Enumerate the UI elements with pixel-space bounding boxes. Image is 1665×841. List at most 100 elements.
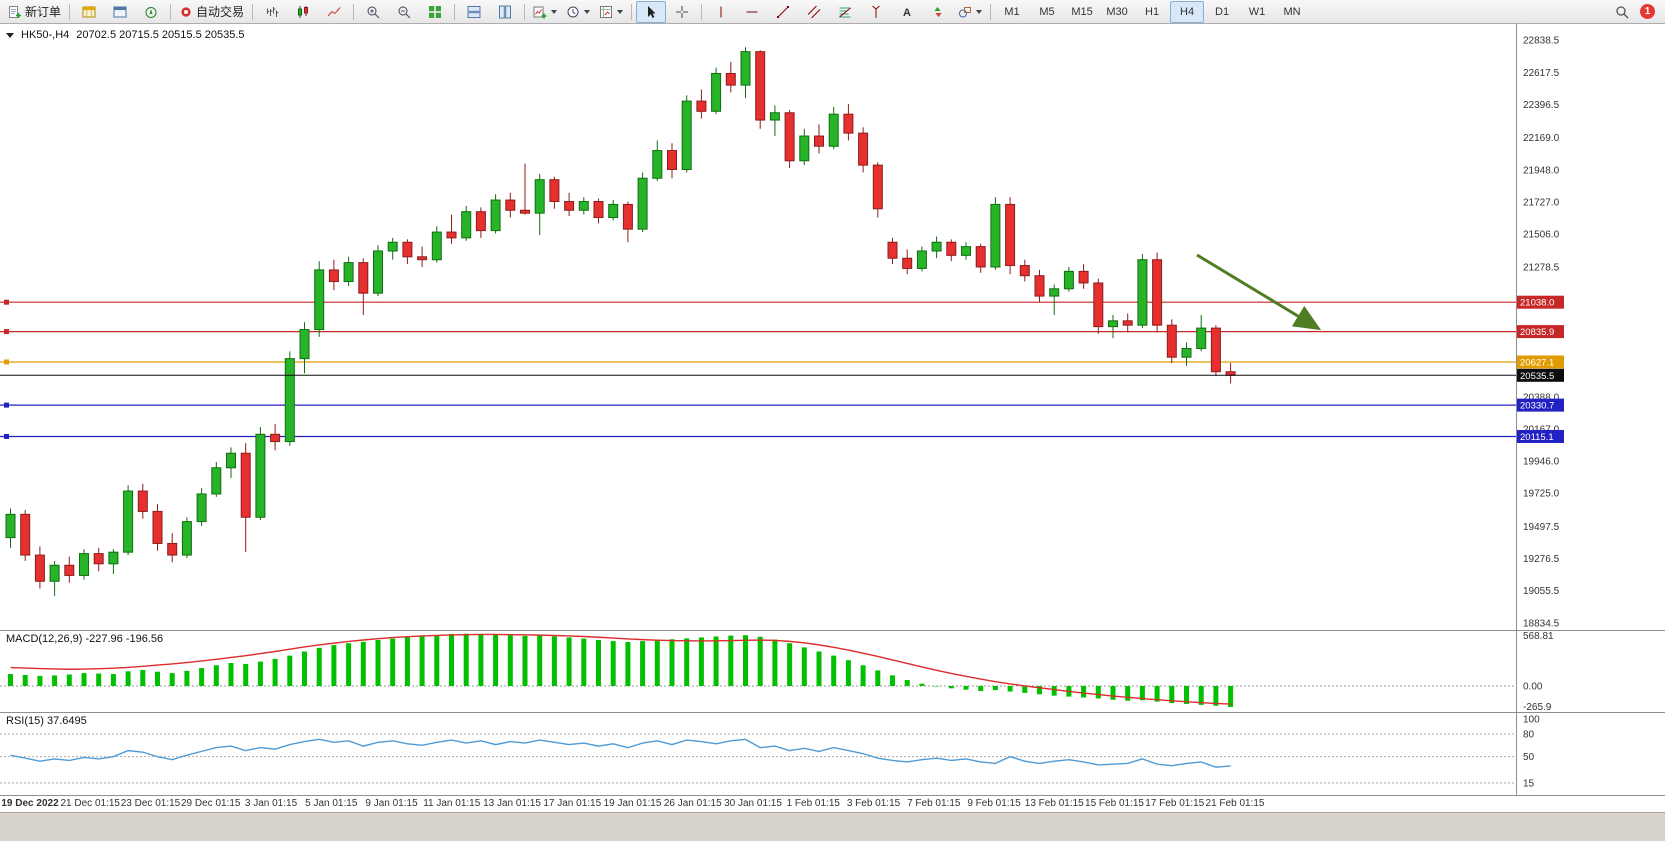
templates-button[interactable] xyxy=(595,1,627,23)
macd-main-value: -227.96 xyxy=(85,633,123,645)
macd-panel[interactable]: 568.81 0.00 -265.9 MACD(12,26,9) -227.96 -… xyxy=(0,630,1665,713)
line-chart-button[interactable] xyxy=(319,1,349,23)
candle xyxy=(20,509,31,561)
tile-horizontal-button[interactable] xyxy=(459,1,489,23)
candle xyxy=(475,207,486,238)
candle xyxy=(652,140,663,182)
time-axis-label: 13 Jan 01:15 xyxy=(483,798,541,809)
line-handle[interactable] xyxy=(4,329,9,335)
candle xyxy=(431,226,442,263)
candle xyxy=(799,128,810,166)
channel-button[interactable] xyxy=(799,1,829,23)
time-axis-label: 29 Dec 01:15 xyxy=(181,798,241,809)
line-handle[interactable] xyxy=(4,402,9,408)
timeframe-w1[interactable]: W1 xyxy=(1248,5,1266,18)
timeframe-m15[interactable]: M15 xyxy=(1071,5,1093,18)
macd-histogram-bar xyxy=(1213,686,1219,706)
pitchfork-button[interactable] xyxy=(861,1,891,23)
timeframe-h4[interactable]: H4 xyxy=(1170,0,1205,23)
rsi-panel[interactable]: 100 80 50 15 RSI(15) 37.6495 xyxy=(0,712,1665,796)
text-button[interactable]: A xyxy=(892,1,922,23)
timeframe-h1[interactable]: H1 xyxy=(1145,5,1160,18)
time-axis-label: 5 Jan 01:15 xyxy=(305,798,358,809)
timeframe-m1[interactable]: M1 xyxy=(1004,5,1020,18)
macd-histogram-bar xyxy=(713,636,719,686)
tile-windows-button[interactable] xyxy=(420,1,450,23)
price-badge-label: 20115.1 xyxy=(1520,432,1554,443)
candle xyxy=(1093,278,1104,334)
new-order-icon xyxy=(8,5,22,19)
candle xyxy=(975,243,986,273)
price-tick-label: 22396.5 xyxy=(1523,100,1560,111)
macd-histogram-bar xyxy=(1139,686,1145,701)
candle xyxy=(1063,266,1074,292)
candle xyxy=(167,533,178,563)
rsi-line xyxy=(10,738,1231,768)
line-handle[interactable] xyxy=(4,299,9,305)
shapes-button[interactable] xyxy=(954,1,986,23)
candle xyxy=(1152,252,1163,333)
macd-label: MACD(12,26,9) -227.96 -196.56 xyxy=(6,633,163,645)
candle xyxy=(181,517,192,558)
notification-badge[interactable]: 1 xyxy=(1640,4,1655,19)
macd-histogram-bar xyxy=(816,651,822,686)
candle xyxy=(931,236,942,259)
candle xyxy=(681,95,692,173)
crosshair-button[interactable] xyxy=(667,1,697,23)
macd-histogram-bar xyxy=(845,660,851,686)
search-button[interactable] xyxy=(1607,1,1637,23)
tile-vertical-button[interactable] xyxy=(490,1,520,23)
macd-histogram-bar xyxy=(1198,686,1204,705)
line-handle[interactable] xyxy=(4,433,9,439)
trendline-button[interactable] xyxy=(768,1,798,23)
arrows-button[interactable] xyxy=(923,1,953,23)
vertical-line-button[interactable] xyxy=(706,1,736,23)
macd-histogram-bar xyxy=(22,674,28,686)
toolbar-separator xyxy=(524,3,526,20)
macd-histogram-bar xyxy=(8,674,13,686)
zoom-in-button[interactable] xyxy=(358,1,388,23)
candle xyxy=(34,546,45,589)
market-watch-button[interactable] xyxy=(74,1,104,23)
main-chart-panel[interactable]: 22838.5 22617.5 22396.5 22169.0 21948.0 21727… xyxy=(0,24,1665,630)
channel-icon xyxy=(807,5,821,19)
line-handle[interactable] xyxy=(4,359,9,365)
search-icon xyxy=(1615,5,1629,19)
timeframe-m30[interactable]: M30 xyxy=(1106,5,1128,18)
candlestick-button[interactable] xyxy=(288,1,318,23)
arrows-icon xyxy=(931,5,945,19)
new-chart-button[interactable] xyxy=(529,1,561,23)
periods-button[interactable] xyxy=(562,1,594,23)
fibonacci-button[interactable] xyxy=(830,1,860,23)
symbol-dropdown-icon[interactable] xyxy=(6,32,14,38)
toolbar-separator xyxy=(353,3,355,20)
navigator-button[interactable] xyxy=(136,1,166,23)
timeframe-m5[interactable]: M5 xyxy=(1039,5,1055,18)
zoom-out-icon xyxy=(397,5,411,19)
line-icon xyxy=(327,5,341,19)
cursor-button[interactable] xyxy=(636,0,667,23)
macd-histogram-bar xyxy=(404,637,410,686)
macd-histogram-bar xyxy=(419,635,425,686)
time-axis-label: 19 Jan 01:15 xyxy=(603,798,662,809)
rsi-tick-label: 15 xyxy=(1523,778,1535,789)
chevron-down-icon xyxy=(976,9,983,14)
new-order-button[interactable]: 新订单 xyxy=(4,1,65,23)
zoom-out-button[interactable] xyxy=(389,1,419,23)
trendline-icon xyxy=(776,5,790,19)
time-axis-label: 21 Dec 01:15 xyxy=(60,798,121,809)
timeframe-mn[interactable]: MN xyxy=(1283,5,1301,18)
macd-histogram-bar xyxy=(551,636,557,686)
horizontal-line-button[interactable] xyxy=(737,1,767,23)
price-chart-canvas[interactable]: 22838.5 22617.5 22396.5 22169.0 21948.0 21727… xyxy=(0,24,1665,630)
bar-chart-button[interactable] xyxy=(257,1,287,23)
autotrading-button[interactable]: 自动交易 xyxy=(175,1,248,23)
data-window-button[interactable] xyxy=(105,1,135,23)
trend-arrow-annotation[interactable] xyxy=(1196,253,1322,331)
timeframe-d1[interactable]: D1 xyxy=(1215,5,1230,18)
candle xyxy=(64,556,75,583)
autotrading-button-label: 自动交易 xyxy=(196,5,245,19)
candle xyxy=(226,447,236,478)
tile-icon xyxy=(428,5,442,19)
price-tick-label: 19725.0 xyxy=(1523,489,1560,500)
